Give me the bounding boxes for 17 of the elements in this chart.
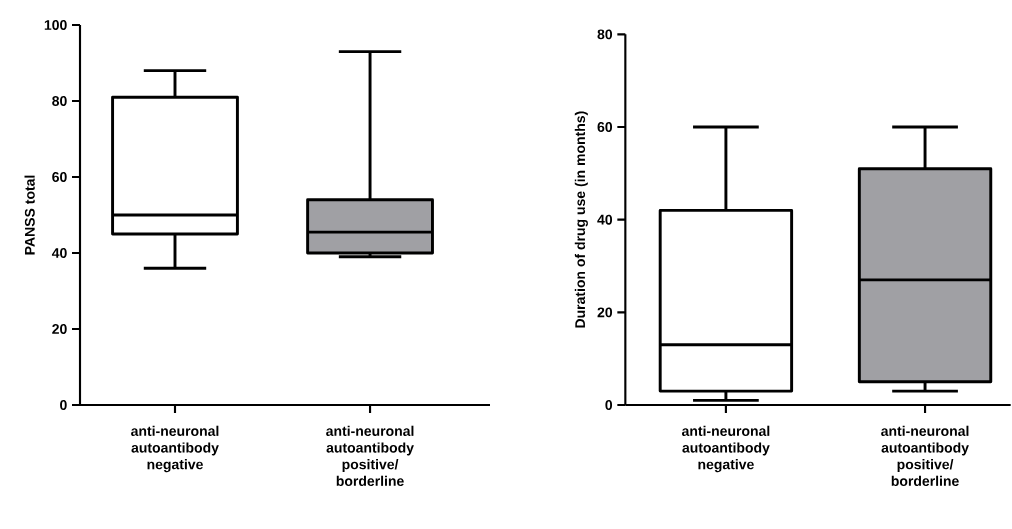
y-tick-label: 60: [597, 122, 613, 132]
y-axis-title: PANSS total: [24, 175, 35, 255]
y-tick-label: 20: [52, 324, 67, 334]
x-tick-label: anti-neuronal autoantibody negative: [681, 425, 770, 473]
y-tick-label: 0: [605, 400, 613, 410]
y-tick-label: 40: [51, 248, 67, 258]
x-tick-label: anti-neuronal autoantibody positive/ borderline: [326, 425, 414, 486]
x-tick-label: anti-neuronal autoantibody positive/ borderline: [881, 425, 969, 486]
y-tick-label: 80: [597, 29, 613, 40]
y-tick-label: 60: [52, 172, 67, 182]
y-tick-label: 20: [597, 307, 613, 318]
y-tick-label: 80: [52, 96, 67, 106]
x-tick-label: anti-neuronal autoantibody negative: [131, 425, 219, 473]
y-tick-label: 100: [44, 20, 67, 30]
y-tick-label: 40: [597, 214, 613, 225]
y-axis-title: Duration of drug use (in months): [574, 111, 588, 328]
y-tick-label: 0: [60, 400, 67, 410]
